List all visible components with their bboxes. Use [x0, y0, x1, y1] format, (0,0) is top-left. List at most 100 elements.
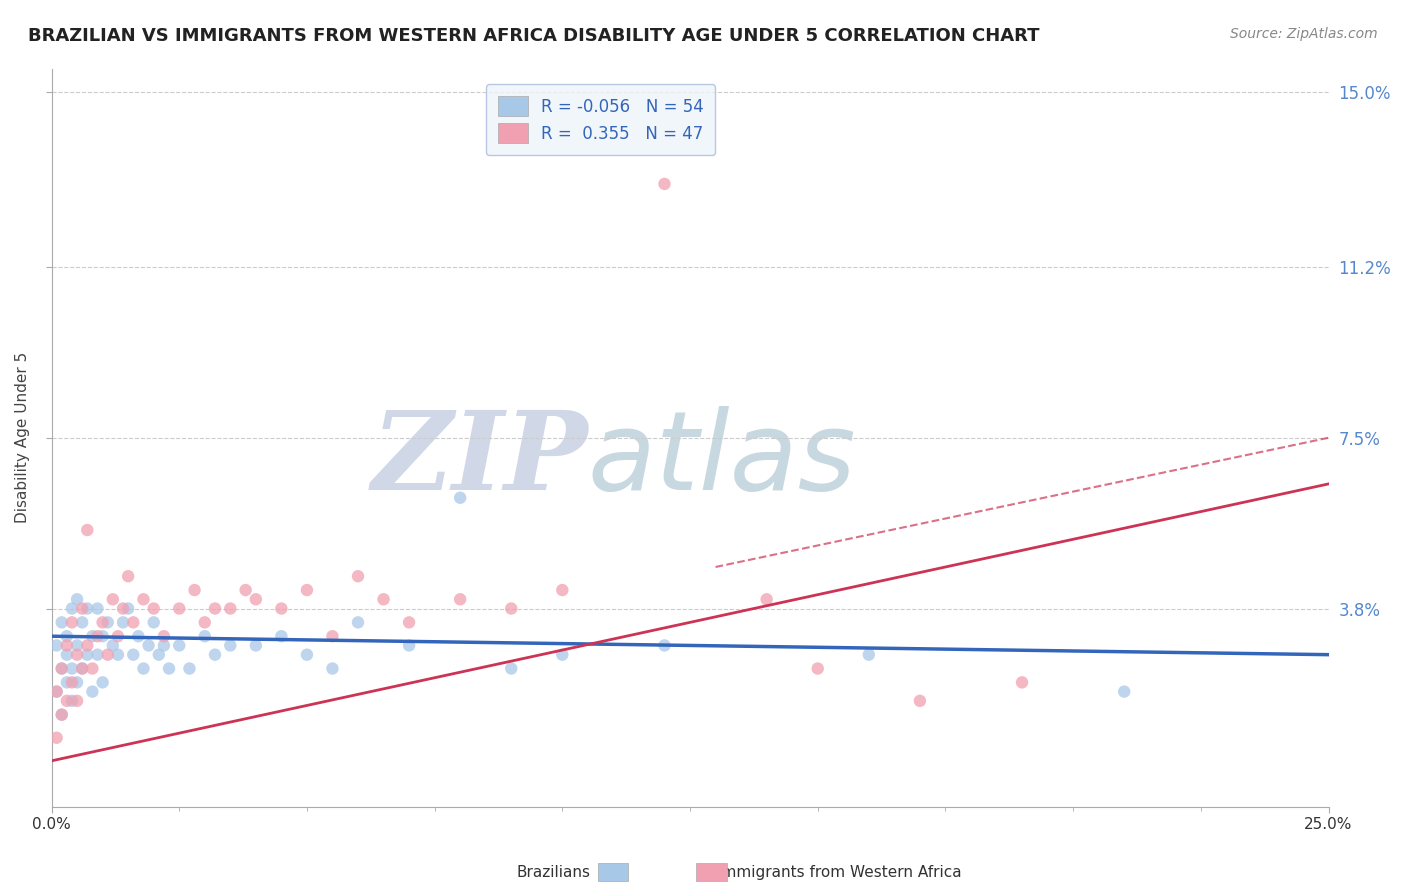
- Point: [76, 639, 98, 653]
- Point: [127, 629, 149, 643]
- Point: [295, 648, 318, 662]
- Point: [807, 661, 830, 675]
- Point: [91, 629, 114, 643]
- Point: [66, 592, 89, 607]
- Point: [551, 583, 574, 598]
- Point: [245, 592, 267, 607]
- Point: [398, 615, 420, 630]
- Point: [148, 648, 170, 662]
- Point: [235, 583, 257, 598]
- Point: [132, 592, 155, 607]
- Text: Source: ZipAtlas.com: Source: ZipAtlas.com: [1230, 27, 1378, 41]
- Point: [153, 629, 176, 643]
- Point: [51, 707, 73, 722]
- Point: [56, 675, 79, 690]
- Point: [373, 592, 395, 607]
- Point: [321, 629, 343, 643]
- Point: [82, 661, 104, 675]
- Point: [51, 661, 73, 675]
- Point: [167, 601, 190, 615]
- Point: [551, 648, 574, 662]
- Point: [86, 629, 108, 643]
- Point: [66, 639, 89, 653]
- Point: [112, 615, 135, 630]
- Point: [122, 615, 145, 630]
- Point: [82, 629, 104, 643]
- Point: [1114, 684, 1136, 698]
- Point: [219, 601, 242, 615]
- Point: [501, 601, 523, 615]
- Point: [51, 661, 73, 675]
- Point: [86, 601, 108, 615]
- Point: [45, 684, 67, 698]
- Point: [51, 615, 73, 630]
- Point: [76, 601, 98, 615]
- Point: [60, 615, 83, 630]
- Point: [204, 601, 226, 615]
- Point: [70, 661, 93, 675]
- Point: [501, 661, 523, 675]
- Point: [270, 601, 292, 615]
- Point: [449, 592, 471, 607]
- Point: [76, 648, 98, 662]
- Point: [82, 684, 104, 698]
- Point: [449, 491, 471, 505]
- Point: [654, 639, 676, 653]
- Point: [97, 615, 120, 630]
- Point: [66, 648, 89, 662]
- Point: [122, 648, 145, 662]
- Point: [1011, 675, 1033, 690]
- Point: [858, 648, 880, 662]
- Point: [91, 675, 114, 690]
- Point: [908, 694, 931, 708]
- Point: [56, 648, 79, 662]
- Point: [97, 648, 120, 662]
- Point: [107, 648, 129, 662]
- Point: [76, 523, 98, 537]
- Text: atlas: atlas: [588, 407, 856, 514]
- Point: [45, 684, 67, 698]
- Point: [295, 583, 318, 598]
- Point: [51, 707, 73, 722]
- Point: [219, 639, 242, 653]
- Point: [347, 569, 370, 583]
- Point: [654, 177, 676, 191]
- Point: [132, 661, 155, 675]
- Point: [56, 629, 79, 643]
- Point: [101, 592, 124, 607]
- Legend: R = -0.056   N = 54, R =  0.355   N = 47: R = -0.056 N = 54, R = 0.355 N = 47: [486, 84, 716, 155]
- Point: [157, 661, 180, 675]
- Point: [70, 601, 93, 615]
- Point: [91, 615, 114, 630]
- Point: [45, 731, 67, 745]
- Point: [153, 639, 176, 653]
- Text: Immigrants from Western Africa: Immigrants from Western Africa: [717, 865, 962, 880]
- Point: [70, 661, 93, 675]
- Point: [142, 615, 165, 630]
- Text: BRAZILIAN VS IMMIGRANTS FROM WESTERN AFRICA DISABILITY AGE UNDER 5 CORRELATION C: BRAZILIAN VS IMMIGRANTS FROM WESTERN AFR…: [28, 27, 1039, 45]
- Point: [270, 629, 292, 643]
- Point: [56, 639, 79, 653]
- Point: [66, 694, 89, 708]
- Point: [117, 601, 139, 615]
- Point: [755, 592, 778, 607]
- Point: [245, 639, 267, 653]
- Point: [101, 639, 124, 653]
- Point: [60, 675, 83, 690]
- Point: [112, 601, 135, 615]
- Point: [60, 601, 83, 615]
- Point: [321, 661, 343, 675]
- Text: Brazilians: Brazilians: [516, 865, 591, 880]
- Point: [117, 569, 139, 583]
- Point: [167, 639, 190, 653]
- Point: [183, 583, 205, 598]
- Point: [60, 694, 83, 708]
- Point: [60, 661, 83, 675]
- Point: [45, 639, 67, 653]
- Point: [56, 694, 79, 708]
- Point: [86, 648, 108, 662]
- Point: [107, 629, 129, 643]
- Point: [347, 615, 370, 630]
- Point: [142, 601, 165, 615]
- Point: [179, 661, 201, 675]
